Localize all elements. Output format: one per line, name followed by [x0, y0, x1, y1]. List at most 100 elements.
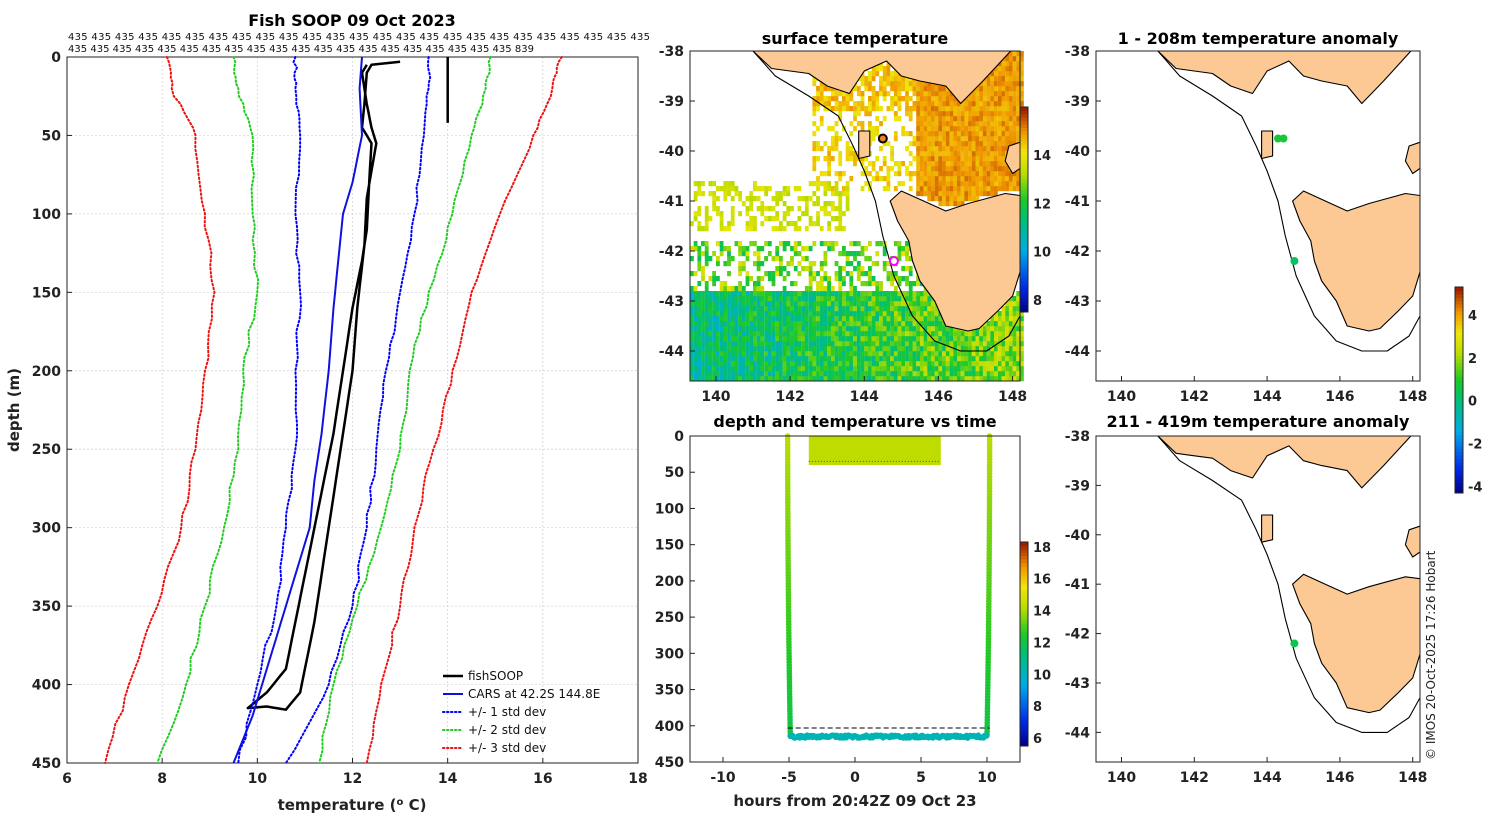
colorbar-cell [1455, 407, 1463, 412]
sst-cell [901, 81, 906, 87]
sst-cell [871, 66, 876, 72]
sst-cell [845, 96, 850, 102]
colorbar-tick-label: 6 [1033, 732, 1042, 747]
sst-cell [905, 276, 909, 282]
sst-cell [923, 121, 928, 127]
sst-cell [934, 191, 939, 197]
sst-cell [908, 331, 913, 337]
sst-cell [834, 226, 839, 232]
sst-cell [716, 351, 720, 357]
sst-cell [919, 171, 924, 177]
sst-cell [897, 326, 902, 332]
sst-cell [764, 366, 768, 372]
sst-cell [994, 316, 998, 322]
sst-cell [775, 251, 780, 257]
sst-cell [931, 311, 935, 317]
sst-cell [957, 201, 961, 207]
colorbar-tick-label: 12 [1033, 197, 1051, 212]
sst-cell [712, 291, 716, 297]
series--1-std-dev [237, 56, 302, 764]
sst-cell [1005, 166, 1009, 172]
sst-cell [1016, 116, 1021, 122]
colorbar-tick-label: -2 [1468, 438, 1482, 453]
sst-cell [949, 156, 954, 162]
sst-cell [919, 116, 924, 122]
sst-cell [716, 301, 720, 307]
sst-cell [845, 306, 850, 312]
sst-cell [942, 321, 946, 327]
sst-cell [964, 156, 969, 162]
sst-cell [782, 321, 787, 327]
sst-cell [723, 351, 728, 357]
sst-cell [816, 101, 820, 107]
sst-cell [979, 166, 983, 172]
sst-cell [779, 341, 783, 347]
sst-cell [790, 306, 794, 312]
sst-cell [957, 351, 961, 357]
sst-cell [986, 86, 991, 92]
sst-cell [1008, 311, 1013, 317]
sst-cell [957, 101, 961, 107]
sst-cell [979, 336, 983, 342]
sst-cell [916, 351, 920, 357]
sst-cell [812, 101, 817, 107]
anomaly-point [1279, 134, 1288, 143]
sst-cell [760, 331, 765, 337]
sst-cell [927, 321, 932, 327]
sst-cell [957, 376, 961, 382]
sst-cell [738, 346, 742, 352]
sst-cell [886, 76, 891, 82]
sst-cell [1005, 306, 1009, 312]
sst-cell [882, 316, 887, 322]
sst-cell [953, 336, 958, 342]
sst-cell [893, 301, 898, 307]
sst-cell [931, 131, 935, 137]
sst-cell [827, 96, 831, 102]
sst-cell [760, 341, 765, 347]
sst-cell [964, 146, 969, 152]
colorbar-cell [1020, 257, 1028, 262]
sst-cell [704, 326, 709, 332]
sst-cell [949, 326, 954, 332]
y-tick-label: -41 [1065, 194, 1090, 210]
sst-cell [942, 121, 946, 127]
sst-cell [868, 296, 872, 302]
king-island-land [858, 130, 871, 160]
sst-cell [827, 226, 831, 232]
sst-cell [704, 286, 709, 292]
sst-cell [975, 186, 980, 192]
colorbar-cell [1455, 434, 1463, 439]
sst-cell [890, 101, 894, 107]
sst-cell [838, 351, 843, 357]
sst-cell [1012, 176, 1017, 182]
sst-cell [823, 341, 828, 347]
series-fishsoop [246, 60, 401, 711]
sst-cell [975, 361, 980, 367]
sst-cell [1012, 56, 1017, 62]
sst-cell [893, 311, 898, 317]
sst-cell [931, 136, 935, 142]
sst-cell [808, 336, 813, 342]
sst-cell [738, 251, 742, 257]
sst-cell [719, 366, 724, 372]
sst-cell [864, 351, 869, 357]
sst-cell [823, 346, 828, 352]
sst-cell [975, 166, 980, 172]
sst-cell [864, 271, 869, 277]
sst-cell [719, 351, 724, 357]
sst-cell [856, 326, 861, 332]
colorbar-cell [1020, 715, 1028, 720]
x-tick-label: 16 [533, 771, 552, 787]
sst-cell [834, 341, 839, 347]
sst-cell [797, 356, 802, 362]
sst-cell [723, 301, 728, 307]
sst-cell [1012, 181, 1017, 187]
sst-cell [834, 366, 839, 372]
sst-cell [957, 171, 961, 177]
sst-cell [982, 356, 987, 362]
sst-cell [931, 176, 935, 182]
y-tick-label: -43 [1065, 676, 1090, 692]
colorbar-cell [1020, 264, 1028, 269]
sst-cell [897, 341, 902, 347]
sst-cell [997, 366, 1002, 372]
